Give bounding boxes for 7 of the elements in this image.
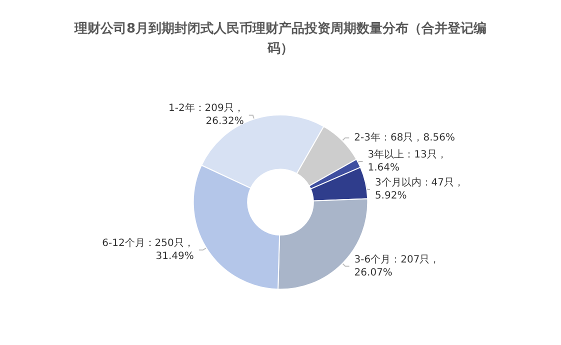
- slice-label: 3个月以内：47只， 5.92%: [374, 176, 464, 202]
- slice-label: 2-3年：68只，8.56%: [354, 131, 455, 144]
- slice-label: 3年以上：13只， 1.64%: [368, 148, 447, 174]
- slice-label: 3-6个月：207只， 26.07%: [354, 253, 440, 278]
- chart-title: 理财公司8月到期封闭式人民币理财产品投资周期数量分布（合并登记编码）: [73, 20, 487, 56]
- slice-label: 6-12个月：250只， 31.49%: [102, 237, 194, 262]
- slice-label: 1-2年：209只， 26.32%: [168, 102, 244, 128]
